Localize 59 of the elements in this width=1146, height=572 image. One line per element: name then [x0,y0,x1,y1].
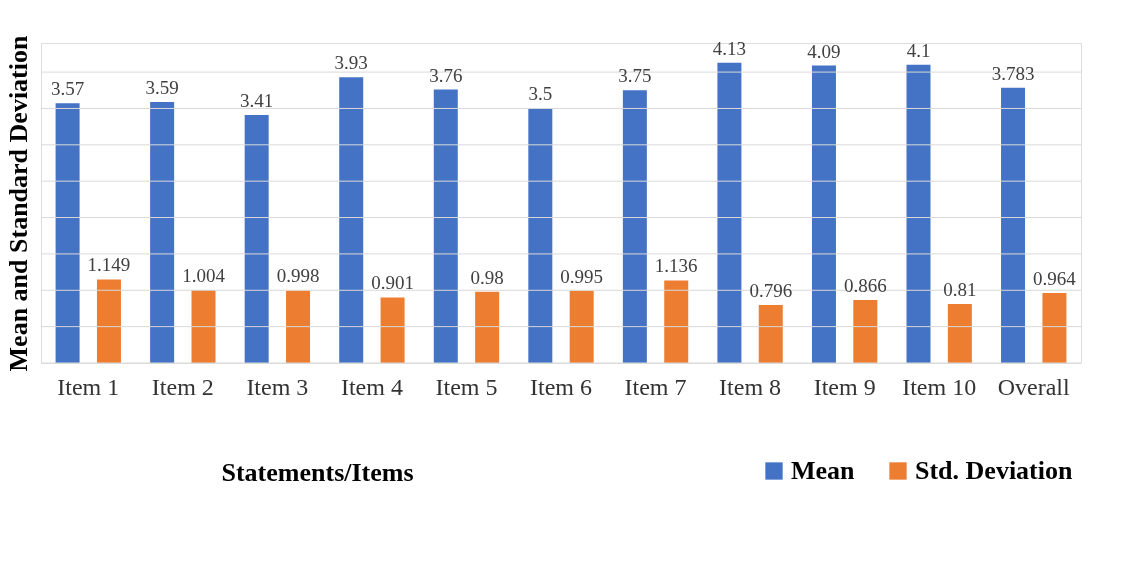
data-label: 3.93 [334,52,368,74]
data-label: 4.1 [906,39,931,61]
bar [717,62,742,363]
bar [1042,292,1067,363]
legend-label: Std. Deviation [915,456,1073,485]
data-label: 0.796 [749,280,793,302]
data-label: 3.57 [50,78,85,100]
data-label: 0.98 [470,266,504,288]
x-tick-label: Item 5 [435,373,498,400]
bar [528,108,553,363]
data-label: 0.866 [843,275,887,297]
bar [811,65,836,363]
data-label: 0.964 [1033,267,1077,289]
data-label: 3.75 [618,65,652,87]
x-tick-label: Overall [997,373,1071,400]
bar [622,90,647,363]
data-label: 3.5 [528,83,553,105]
y-axis-title: Mean and Standard Deviation [3,35,33,372]
data-label: 4.13 [712,37,747,59]
data-label: 0.81 [943,279,977,301]
data-label: 1.136 [654,255,698,277]
data-label: 0.998 [276,265,320,287]
data-label: 3.59 [145,76,179,98]
bar [286,290,311,363]
data-label: 4.09 [807,40,841,62]
bar [569,290,594,363]
data-label: 3.783 [991,62,1035,84]
data-label: 1.149 [87,254,131,276]
bar [475,291,500,363]
bar [853,300,878,363]
bar [1001,87,1026,363]
data-label: 0.901 [371,272,414,294]
x-tick-label: Item 8 [719,373,782,400]
bar [339,77,364,363]
legend-label: Mean [791,456,856,485]
bar [906,64,931,363]
data-label: 1.004 [182,264,226,286]
bar [244,115,269,363]
bar [433,89,458,363]
x-tick-label: Item 10 [902,373,977,400]
x-tick-label: Item 9 [813,373,876,400]
data-label: 0.995 [560,265,604,287]
x-axis-title: Statements/Items [221,457,414,487]
bar [150,101,175,363]
x-tick-label: Item 3 [246,373,309,400]
bar [96,279,121,363]
bar [55,103,80,363]
bar [380,297,405,363]
bar [947,304,972,363]
data-label: 3.76 [429,64,463,86]
data-label: 3.41 [240,90,274,111]
bar [758,305,783,363]
x-tick-label: Item 4 [340,373,403,400]
x-tick-label: Item 6 [530,373,592,400]
x-tick-label: Item 7 [624,373,687,400]
x-tick-label: Item 2 [151,373,214,400]
bar [191,289,216,363]
x-tick-label: Item 1 [57,373,120,400]
bar [664,280,689,363]
